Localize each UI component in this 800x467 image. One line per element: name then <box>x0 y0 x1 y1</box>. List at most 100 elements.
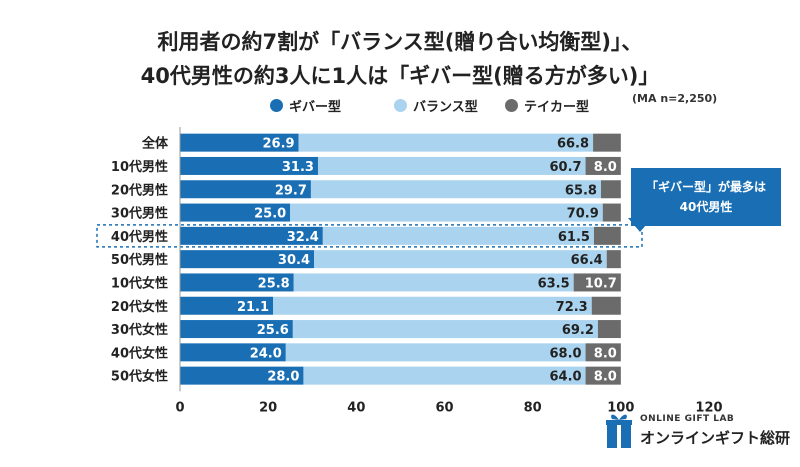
legend-label-balance: バランス型 <box>413 100 478 115</box>
category-label: 30代女性 <box>111 322 168 338</box>
x-tick-label: 100 <box>607 400 634 415</box>
bar-segment-balance <box>273 296 592 315</box>
bar-segment-giver <box>180 343 286 362</box>
chart-title-line1: 利用者の約7割が「バランス型(贈り合い均衡型)」、 <box>157 30 643 54</box>
bar-segment-balance <box>310 180 601 199</box>
legend-swatch-balance <box>394 99 407 112</box>
bar-segment-giver <box>180 273 294 292</box>
x-tick-label: 20 <box>259 400 277 415</box>
bar-segment-taker <box>600 180 621 199</box>
data-label: 25.6 <box>257 323 289 338</box>
callout-line2: 40代男性 <box>679 200 733 214</box>
data-label: 72.3 <box>556 300 588 315</box>
data-label: 21.1 <box>237 300 269 315</box>
bar-segment-giver <box>180 250 315 269</box>
data-label: 10.7 <box>585 276 617 291</box>
data-label: 63.5 <box>538 276 570 291</box>
x-tick-label: 60 <box>435 400 453 415</box>
legend-swatch-giver <box>270 99 283 112</box>
data-label: 24.0 <box>250 346 282 361</box>
data-label: 26.9 <box>263 137 295 152</box>
bar-segment-taker <box>585 343 621 362</box>
bar-segment-taker <box>585 156 621 175</box>
bar-segment-giver <box>180 320 293 339</box>
bar-segment-balance <box>317 156 586 175</box>
bar-segment-taker <box>573 273 621 292</box>
x-tick-label: 120 <box>695 400 722 415</box>
callout-line1: 「ギバー型」が最多は <box>645 180 766 194</box>
category-label: 20代女性 <box>111 299 168 315</box>
logo-name: オンラインギフト総研 <box>640 429 791 447</box>
bar-segment-balance <box>322 226 594 245</box>
data-label: 69.2 <box>562 323 594 338</box>
category-label: 全体 <box>141 136 169 152</box>
data-label: 66.8 <box>557 137 589 152</box>
bar-segment-taker <box>585 366 621 385</box>
data-label: 65.8 <box>565 183 597 198</box>
category-label: 50代女性 <box>111 369 168 385</box>
sample-note: (MA n=2,250) <box>632 92 718 105</box>
data-label: 8.0 <box>594 346 617 361</box>
data-label: 8.0 <box>594 370 617 385</box>
category-label: 40代男性 <box>111 229 168 245</box>
bar-segment-giver <box>180 366 304 385</box>
category-label: 40代女性 <box>111 345 168 361</box>
x-tick-label: 40 <box>347 400 365 415</box>
legend-item-giver: ギバー型 <box>270 96 341 115</box>
bar-segment-giver <box>180 133 299 152</box>
x-tick-label: 80 <box>524 400 542 415</box>
bar-segment-giver <box>180 156 318 175</box>
brand-logo: ONLINE GIFT LAB オンラインギフト総研 <box>604 410 794 458</box>
bar-segment-balance <box>314 250 607 269</box>
bar-segment-balance <box>303 366 586 385</box>
x-tick-label: 0 <box>175 400 184 415</box>
category-label: 10代男性 <box>111 159 168 175</box>
data-label: 68.0 <box>549 346 581 361</box>
data-label: 64.0 <box>549 370 581 385</box>
logo-small-text: ONLINE GIFT LAB <box>640 414 735 424</box>
bar-segment-balance <box>292 320 598 339</box>
category-label: 50代男性 <box>111 252 168 268</box>
legend-item-taker: テイカー型 <box>505 96 589 115</box>
callout-pointer <box>628 218 652 232</box>
legend-swatch-taker <box>505 99 518 112</box>
chart-title-line2: 40代男性の約3人に1人は「ギバー型(贈る方が多い)」 <box>140 64 660 88</box>
highlight-frame <box>96 224 643 248</box>
data-label: 32.4 <box>287 230 319 245</box>
data-label: 31.3 <box>282 160 314 175</box>
data-label: 60.7 <box>549 160 581 175</box>
legend-item-balance: バランス型 <box>394 96 478 115</box>
data-label: 29.7 <box>275 183 307 198</box>
data-label: 30.4 <box>278 253 310 268</box>
bar-segment-balance <box>290 203 603 222</box>
bar-segment-taker <box>602 203 621 222</box>
legend-label-taker: テイカー型 <box>524 100 590 115</box>
bar-segment-taker <box>593 133 621 152</box>
gift-icon <box>606 414 632 448</box>
data-label: 25.0 <box>254 207 286 222</box>
bar-segment-balance <box>293 273 574 292</box>
bar-segment-giver <box>180 203 291 222</box>
bar-segment-giver <box>180 296 274 315</box>
data-label: 70.9 <box>567 207 599 222</box>
data-label: 25.8 <box>258 276 290 291</box>
category-label: 20代男性 <box>111 182 168 198</box>
bar-segment-giver <box>180 180 311 199</box>
data-label: 28.0 <box>267 370 299 385</box>
bar-segment-balance <box>298 133 594 152</box>
bar-segment-giver <box>180 226 323 245</box>
legend-label-giver: ギバー型 <box>289 100 342 115</box>
bar-segment-taker <box>593 226 621 245</box>
legend: ギバー型 バランス型 テイカー型 <box>0 96 800 116</box>
category-label: 30代男性 <box>111 206 168 222</box>
category-label: 10代女性 <box>111 275 168 291</box>
data-label: 66.4 <box>571 253 603 268</box>
bar-segment-taker <box>591 296 621 315</box>
bar-segment-balance <box>285 343 586 362</box>
bar-segment-taker <box>597 320 621 339</box>
bar-segment-taker <box>606 250 621 269</box>
data-label: 8.0 <box>594 160 617 175</box>
callout-box: 「ギバー型」が最多は 40代男性 <box>631 168 781 226</box>
data-label: 61.5 <box>558 230 590 245</box>
